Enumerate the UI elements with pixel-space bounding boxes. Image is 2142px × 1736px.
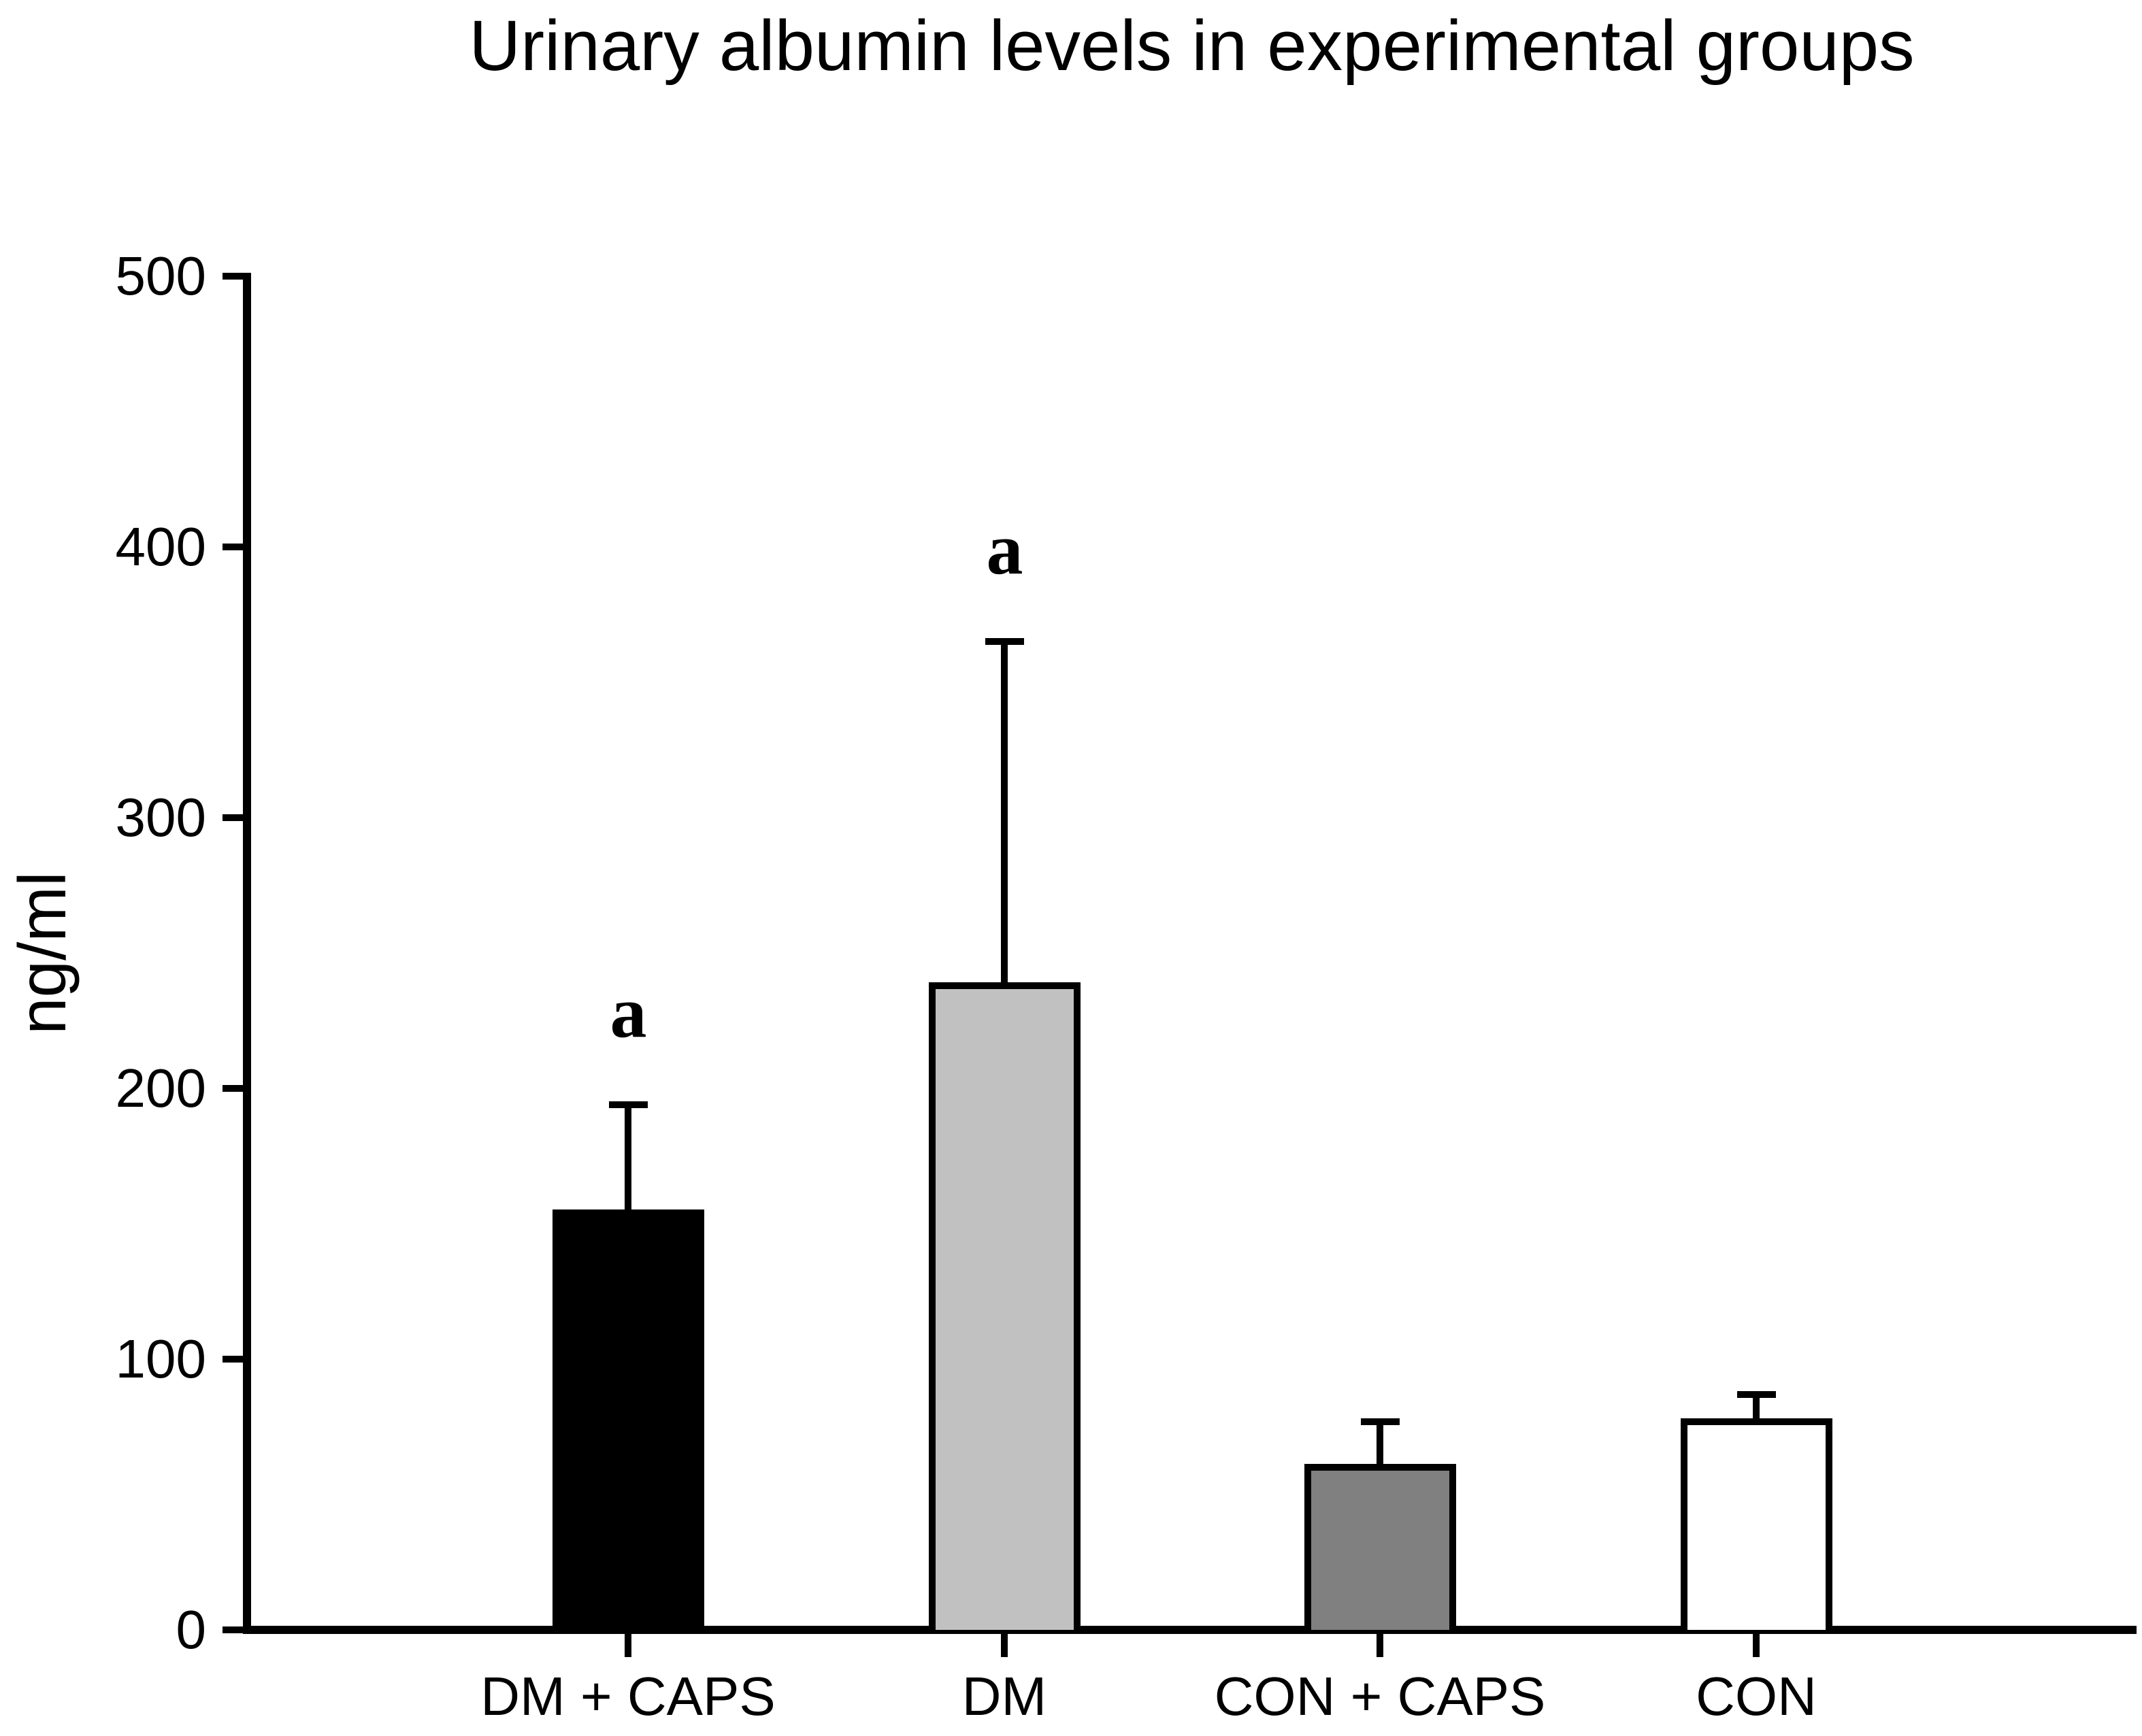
y-tick-mark <box>223 814 243 821</box>
error-bar <box>1377 1421 1383 1468</box>
x-tick-mark <box>1753 1634 1760 1657</box>
chart-title: Urinary albumin levels in experimental g… <box>469 6 1915 86</box>
y-tick-mark <box>223 544 243 550</box>
bar-dm-caps <box>552 1209 704 1630</box>
x-tick-mark <box>1377 1634 1383 1657</box>
error-bar <box>1753 1394 1760 1422</box>
x-tick-label: DM + CAPS <box>480 1666 776 1726</box>
significance-letter: a <box>986 509 1023 590</box>
y-tick-label: 0 <box>176 1599 207 1660</box>
error-bar <box>625 1104 631 1214</box>
y-tick-mark <box>223 273 243 280</box>
y-tick-label: 500 <box>115 246 206 306</box>
bar-con-caps <box>1304 1464 1456 1630</box>
significance-letter: a <box>610 971 647 1053</box>
y-tick-label: 400 <box>115 516 206 577</box>
y-tick-mark <box>223 1626 243 1633</box>
error-bar-cap <box>1736 1390 1776 1398</box>
y-axis-title: ng/ml <box>5 871 80 1035</box>
y-axis-line <box>243 273 251 1634</box>
y-tick-label: 300 <box>115 787 206 848</box>
y-tick-mark <box>223 1085 243 1092</box>
x-tick-label: DM <box>961 1666 1047 1726</box>
x-axis-line <box>243 1626 2137 1634</box>
x-tick-label: CON <box>1696 1666 1817 1726</box>
bar-dm <box>928 982 1081 1630</box>
y-tick-label: 200 <box>115 1058 206 1118</box>
error-bar-cap <box>1360 1418 1400 1425</box>
y-tick-mark <box>223 1356 243 1363</box>
x-tick-label: CON + CAPS <box>1214 1666 1546 1726</box>
error-bar-cap <box>985 638 1024 646</box>
x-tick-mark <box>1001 1634 1008 1657</box>
bar-con <box>1680 1418 1832 1630</box>
y-tick-label: 100 <box>115 1329 206 1389</box>
error-bar-cap <box>608 1101 648 1108</box>
x-tick-mark <box>625 1634 631 1657</box>
error-bar <box>1001 641 1008 986</box>
